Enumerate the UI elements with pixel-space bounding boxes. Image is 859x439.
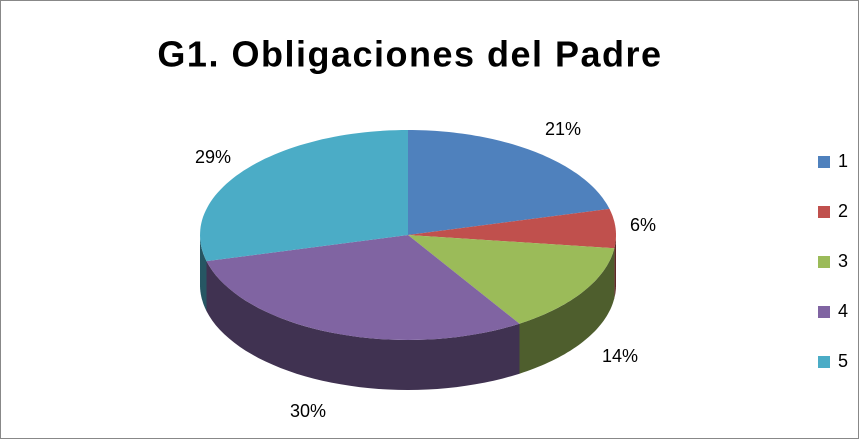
slice xyxy=(408,208,616,249)
legend-swatch xyxy=(818,256,830,268)
legend-label: 1 xyxy=(838,151,848,171)
slice xyxy=(408,130,610,235)
chart-title: G1. Obligaciones del Padre xyxy=(157,34,662,75)
data-label: 21% xyxy=(545,119,581,139)
legend-swatch xyxy=(818,156,830,168)
data-label: 29% xyxy=(195,147,231,167)
legend-label: 3 xyxy=(838,251,848,271)
slice-side xyxy=(206,261,520,390)
slice xyxy=(200,130,408,262)
legend-swatch xyxy=(818,206,830,218)
legend-swatch xyxy=(818,356,830,368)
data-label: 14% xyxy=(602,346,638,366)
slice xyxy=(206,235,520,340)
legend-label: 2 xyxy=(838,201,848,221)
data-label: 30% xyxy=(290,401,326,421)
slice xyxy=(408,235,615,324)
legend-label: 4 xyxy=(838,301,848,321)
slice-side xyxy=(519,248,615,374)
slice-side xyxy=(614,235,616,299)
data-label: 6% xyxy=(630,215,656,235)
legend-label: 5 xyxy=(838,351,848,371)
slice-side xyxy=(200,235,207,312)
legend-swatch xyxy=(818,306,830,318)
